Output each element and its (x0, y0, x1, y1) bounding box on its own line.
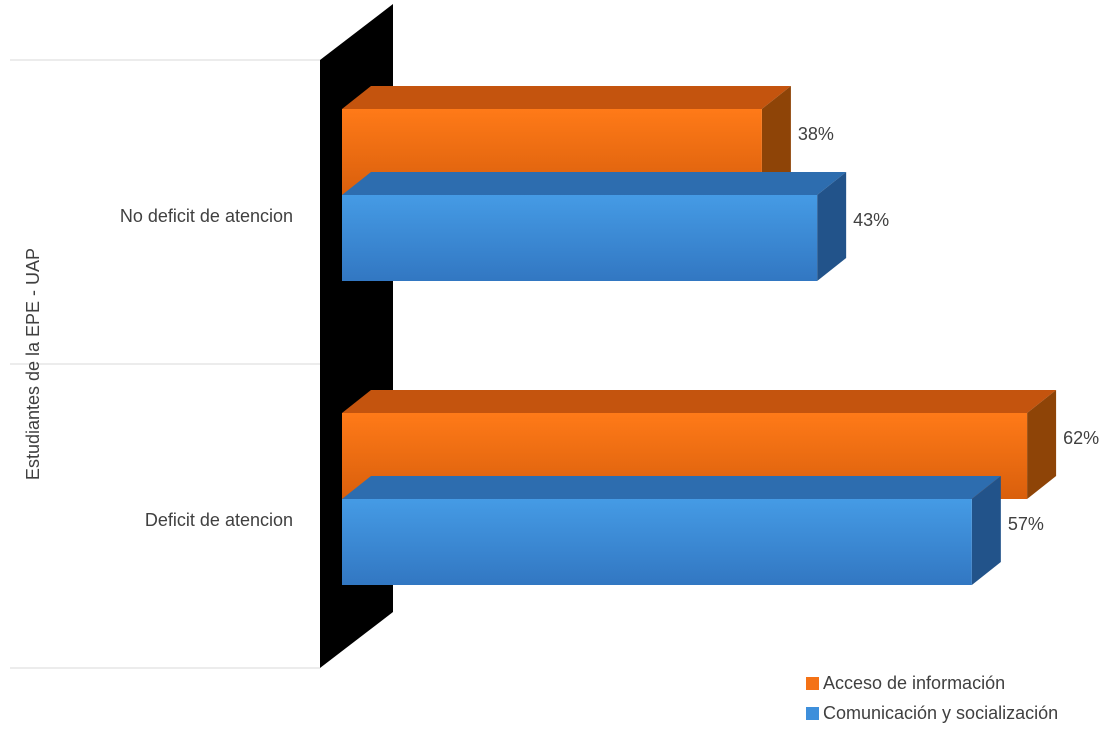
bar-side-face (971, 476, 1001, 585)
category-label: No deficit de atencion (120, 206, 293, 226)
bar-side-face (817, 172, 847, 281)
bar-top-face (342, 86, 791, 109)
legend-label: Comunicación y socialización (823, 702, 1059, 723)
data-label: 43% (853, 210, 889, 230)
bar-front-face (342, 195, 818, 281)
legend-swatch (806, 706, 819, 720)
data-label: 38% (798, 124, 834, 144)
bar-top-face (342, 172, 847, 195)
bar (342, 172, 847, 281)
data-label: 57% (1008, 514, 1044, 534)
bar-side-face (761, 86, 791, 195)
legend-item: Acceso de información (806, 668, 1058, 698)
legend-item: Comunicación y socialización (806, 698, 1058, 728)
legend: Acceso de información Comunicación y soc… (806, 668, 1058, 728)
data-label: 62% (1063, 428, 1099, 448)
bars-layer: 38% 43% 62% 57% (342, 86, 1099, 585)
bar-front-face (342, 499, 972, 585)
y-axis-title: Estudiantes de la EPE - UAP (23, 248, 43, 480)
bar (342, 476, 1001, 585)
legend-label: Acceso de información (823, 672, 1006, 693)
bar-top-face (342, 390, 1057, 413)
legend-swatch (806, 676, 819, 690)
category-label: Deficit de atencion (145, 510, 293, 530)
bar-top-face (342, 476, 1001, 499)
bar-side-face (1027, 390, 1057, 499)
